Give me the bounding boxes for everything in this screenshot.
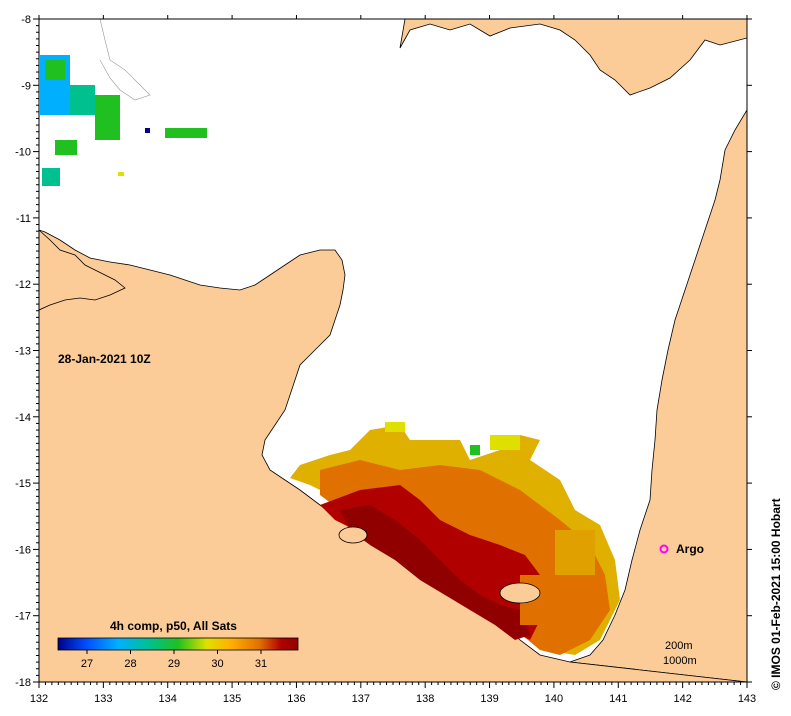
contour-label-200m: 200m bbox=[665, 640, 693, 652]
colorbar-ticks: 27 28 29 30 31 bbox=[81, 650, 267, 670]
credit-text: © IMOS 01-Feb-2021 15:00 Hobart bbox=[769, 498, 783, 690]
x-tick-label: 133 bbox=[94, 693, 112, 705]
y-tick-label: -11 bbox=[16, 213, 31, 225]
x-tick-label: 142 bbox=[673, 693, 691, 705]
land-arnhem bbox=[39, 229, 126, 311]
x-tick-label: 134 bbox=[159, 693, 177, 705]
land-new-guinea bbox=[399, 19, 747, 96]
y-tick-label: -10 bbox=[15, 147, 31, 159]
y-tick-label: -16 bbox=[15, 544, 31, 556]
x-tick-label: 132 bbox=[30, 693, 48, 705]
x-tick-label: 141 bbox=[609, 693, 627, 705]
x-tick-label: 136 bbox=[287, 693, 305, 705]
colorbar-tick-label: 31 bbox=[255, 658, 267, 670]
y-tick-label: -18 bbox=[15, 677, 31, 689]
island-mornington bbox=[499, 582, 541, 604]
argo-marker-icon bbox=[659, 544, 669, 554]
y-tick-label: -14 bbox=[15, 412, 31, 424]
colorbar-tick-label: 30 bbox=[211, 658, 223, 670]
date-label: 28-Jan-2021 10Z bbox=[58, 352, 151, 366]
colorbar-gradient bbox=[57, 637, 299, 651]
y-tick-label: -9 bbox=[21, 80, 31, 92]
y-tick-label: -12 bbox=[15, 279, 31, 291]
island-groote-small bbox=[338, 526, 368, 544]
x-tick-label: 137 bbox=[352, 693, 370, 705]
x-tick-label: 143 bbox=[738, 693, 756, 705]
y-axis: -8 -9 -10 -11 -12 -13 -14 -15 -16 -17 -18 bbox=[15, 14, 752, 689]
x-tick-label: 135 bbox=[223, 693, 241, 705]
argo-float: Argo bbox=[659, 542, 704, 556]
colorbar-tick-label: 27 bbox=[81, 658, 93, 670]
land-cape-york bbox=[569, 109, 747, 682]
contour-label-1000m: 1000m bbox=[663, 655, 697, 667]
colorbar-title: 4h comp, p50, All Sats bbox=[110, 619, 237, 633]
y-tick-label: -13 bbox=[15, 346, 31, 358]
colorbar: 4h comp, p50, All Sats 27 28 29 30 31 bbox=[57, 619, 299, 670]
contour-legend: 200m 1000m bbox=[663, 640, 697, 667]
x-tick-label: 139 bbox=[480, 693, 498, 705]
y-tick-label: -8 bbox=[21, 14, 31, 26]
x-tick-label: 140 bbox=[545, 693, 563, 705]
y-tick-label: -15 bbox=[15, 478, 31, 490]
x-tick-label: 138 bbox=[416, 693, 434, 705]
sst-patch-northwest bbox=[40, 55, 207, 186]
x-axis: 132 133 134 135 136 137 138 139 140 141 142 143 bbox=[30, 15, 756, 705]
colorbar-tick-label: 29 bbox=[168, 658, 180, 670]
island-nw-1 bbox=[99, 19, 151, 101]
y-tick-label: -17 bbox=[15, 611, 31, 623]
argo-label: Argo bbox=[676, 542, 704, 556]
colorbar-tick-label: 28 bbox=[124, 658, 136, 670]
